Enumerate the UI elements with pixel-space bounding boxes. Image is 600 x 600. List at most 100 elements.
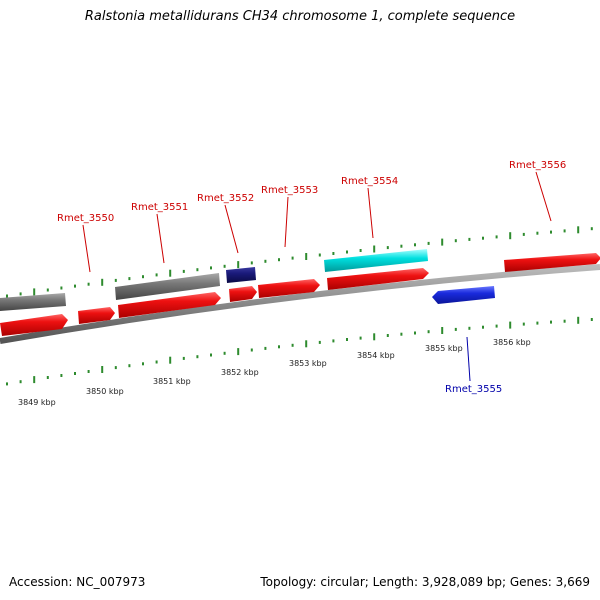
minor-tick (359, 336, 362, 340)
gene-feature-reverse[interactable] (432, 286, 495, 304)
minor-tick (6, 382, 8, 386)
major-tick (33, 288, 36, 296)
major-tick (101, 278, 104, 286)
minor-tick (278, 258, 280, 262)
scale-label: 3853 kbp (289, 359, 327, 368)
minor-tick (414, 331, 416, 335)
minor-tick (359, 249, 362, 252)
gene-label-rmet-3555[interactable]: Rmet_3555 (445, 384, 502, 395)
major-tick (441, 238, 444, 246)
minor-tick (482, 236, 484, 240)
major-tick (237, 261, 240, 269)
minor-tick (414, 243, 416, 247)
minor-tick (114, 366, 117, 370)
scale-label: 3856 kbp (493, 338, 531, 347)
minor-tick (128, 364, 131, 368)
minor-tick (563, 229, 566, 233)
outer-feature-track (0, 249, 428, 311)
scale-label: 3852 kbp (221, 368, 259, 377)
scale-label: 3855 kbp (425, 344, 463, 353)
minor-tick (427, 241, 430, 245)
label-leader (284, 196, 289, 248)
minor-tick (522, 232, 525, 236)
minor-tick (60, 374, 63, 377)
gene-label-rmet-3552[interactable]: Rmet_3552 (197, 193, 254, 204)
minor-tick (291, 343, 294, 347)
reverse-cds-track (432, 286, 495, 304)
gene-label-rmet-3553[interactable]: Rmet_3553 (261, 185, 318, 196)
minor-tick (550, 230, 552, 234)
minor-tick (318, 253, 321, 257)
minor-tick (590, 318, 593, 321)
minor-tick (19, 292, 22, 296)
label-leader (535, 171, 552, 222)
minor-tick (386, 334, 389, 337)
major-tick (33, 376, 36, 384)
minor-tick (264, 259, 267, 263)
gene-feature-cds[interactable] (327, 268, 429, 290)
minor-tick (182, 356, 185, 360)
minor-tick (114, 278, 117, 282)
minor-tick (210, 266, 212, 270)
gene-feature-gray[interactable] (0, 293, 66, 311)
gene-feature-cds[interactable] (229, 286, 257, 302)
summary-text: Topology: circular; Length: 3,928,089 bp… (260, 575, 590, 589)
label-leader (367, 187, 374, 239)
gene-feature-cds[interactable] (258, 279, 320, 298)
minor-tick (346, 338, 348, 341)
minor-tick (250, 348, 253, 352)
minor-tick (318, 340, 321, 344)
scale-labels: 3849 kbp 3850 kbp 3851 kbp 3852 kbp 3853… (18, 338, 531, 407)
minor-tick (454, 327, 457, 331)
major-tick (509, 321, 512, 329)
gene-label-rmet-3551[interactable]: Rmet_3551 (131, 202, 188, 213)
minor-tick (482, 325, 484, 329)
gene-feature-cds[interactable] (504, 253, 600, 272)
scale-label: 3854 kbp (357, 351, 395, 360)
major-tick (373, 245, 376, 253)
gene-feature-cds[interactable] (118, 292, 221, 318)
minor-tick (522, 322, 525, 326)
minor-tick (182, 269, 185, 273)
minor-tick (155, 273, 158, 277)
accession-text: Accession: NC_007973 (9, 575, 146, 589)
minor-tick (87, 282, 90, 286)
minor-tick (142, 362, 144, 366)
minor-tick (346, 250, 348, 254)
minor-tick (128, 277, 131, 281)
major-tick (169, 356, 172, 364)
gene-feature-cds[interactable] (0, 314, 68, 336)
minor-tick (332, 339, 335, 343)
major-tick (577, 316, 580, 324)
label-leader (82, 224, 91, 273)
outer-tick-row (6, 226, 593, 298)
minor-tick (74, 372, 76, 375)
minor-tick (223, 264, 226, 268)
gene-label-rmet-3554[interactable]: Rmet_3554 (341, 176, 398, 187)
major-tick (509, 232, 512, 240)
major-tick (441, 327, 444, 334)
minor-tick (468, 326, 471, 330)
minor-tick (495, 324, 498, 328)
minor-tick (210, 353, 212, 357)
minor-tick (400, 332, 403, 336)
minor-tick (6, 294, 8, 298)
minor-tick (196, 355, 199, 359)
scale-label: 3849 kbp (18, 398, 56, 407)
scale-label: 3850 kbp (86, 387, 124, 396)
label-leader (224, 204, 239, 254)
gene-label-rmet-3556[interactable]: Rmet_3556 (509, 160, 566, 171)
highlight-feature[interactable] (324, 249, 428, 272)
gene-label-rmet-3550[interactable]: Rmet_3550 (57, 213, 114, 224)
major-tick (305, 253, 308, 260)
label-leader (156, 213, 165, 264)
minor-tick (278, 345, 280, 349)
minor-tick (332, 252, 335, 255)
gene-feature-gray[interactable] (115, 273, 220, 300)
minor-tick (19, 380, 22, 384)
major-tick (373, 333, 376, 341)
major-tick (169, 269, 172, 277)
minor-tick (291, 256, 294, 260)
trna-feature[interactable] (226, 267, 256, 283)
gene-feature-cds[interactable] (78, 307, 115, 324)
